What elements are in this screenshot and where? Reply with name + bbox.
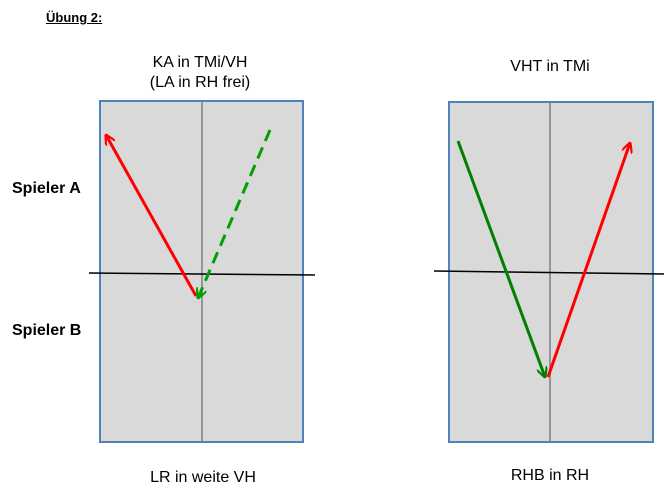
diagram-1 [88,100,316,443]
diagram-2-top-caption: VHT in TMi [445,57,655,77]
red-arrow-2 [546,143,630,378]
green-dashed-arrow [198,129,272,298]
table-2-net [433,270,665,275]
red-arrow-1 [106,135,198,297]
row-label-player-b: Spieler B [12,322,82,339]
diagram-1-bottom-caption: LR in weite VH [150,469,256,486]
row-label-player-a: Spieler A [12,180,81,197]
diagram-1-caption-line-2: (LA in RH frei) [149,74,251,91]
diagram-2-bottom-caption: RHB in RH [510,467,590,484]
diagram-2-caption-line-1: VHT in TMi [510,58,590,75]
diagram-2 [433,101,665,443]
exercise-title: Übung 2: [46,10,103,25]
table-1-net [88,272,316,276]
diagram-1-top-caption: KA in TMi/VH (LA in RH frei) [95,53,305,93]
diagram-1-caption-line-1: KA in TMi/VH [152,54,248,71]
green-arrow [456,140,545,377]
